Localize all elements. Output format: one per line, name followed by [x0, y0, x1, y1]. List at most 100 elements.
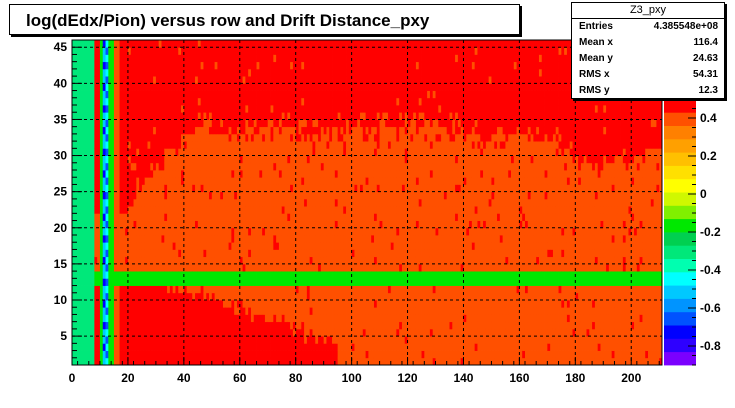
heatmap-cell [155, 328, 160, 337]
heatmap-cell [309, 184, 313, 193]
heatmap-cell [181, 307, 185, 315]
heatmap-cell [290, 271, 294, 279]
heatmap-cell [223, 271, 227, 279]
heatmap-cell [83, 90, 87, 99]
heatmap-cell [329, 336, 333, 344]
heatmap-cell [122, 40, 126, 48]
heatmap-cell [320, 292, 325, 301]
heatmap-cell [250, 162, 255, 171]
heatmap-cell [200, 271, 204, 279]
heatmap-cell [172, 155, 176, 164]
heatmap-cell [343, 191, 347, 200]
heatmap-cell [329, 112, 333, 120]
heatmap-cell [334, 112, 339, 120]
heatmap-cell [77, 119, 81, 128]
heatmap-cell [155, 242, 160, 250]
heatmap-cell [379, 220, 383, 229]
heatmap-cell [119, 328, 123, 337]
heatmap-cell [158, 321, 162, 330]
heatmap-cell [312, 213, 316, 221]
heatmap-cell [250, 328, 255, 337]
heatmap-cell [206, 278, 210, 286]
heatmap-cell [295, 321, 299, 330]
heatmap-cell [292, 61, 297, 70]
heatmap-cell [83, 83, 87, 91]
heatmap-cell [72, 278, 76, 286]
heatmap-cell [242, 249, 246, 258]
heatmap-cell [72, 83, 76, 91]
heatmap-cell [217, 40, 221, 48]
heatmap-cell [111, 40, 115, 48]
heatmap-cell [318, 314, 322, 323]
heatmap-cell [304, 336, 308, 344]
heatmap-cell [209, 162, 213, 171]
heatmap-cell [354, 170, 358, 178]
heatmap-cell [153, 177, 157, 185]
heatmap-cell [284, 343, 288, 351]
heatmap-cell [304, 68, 308, 77]
heatmap-cell [158, 133, 162, 142]
heatmap-cell [379, 285, 383, 294]
heatmap-cell [186, 97, 190, 106]
heatmap-cell [144, 155, 148, 164]
heatmap-cell [295, 97, 299, 106]
heatmap-cell [239, 300, 243, 308]
heatmap-cell [371, 76, 375, 84]
heatmap-cell [315, 242, 319, 250]
heatmap-cell [337, 148, 341, 156]
heatmap-cell [225, 54, 229, 63]
heatmap-cell [130, 307, 134, 315]
heatmap-cell [88, 83, 92, 91]
heatmap-cell [195, 198, 199, 207]
heatmap-cell [141, 328, 146, 337]
heatmap-cell [242, 198, 246, 207]
heatmap-cell [239, 54, 243, 63]
heatmap-cell [209, 68, 213, 77]
heatmap-cell [153, 314, 157, 323]
heatmap-cell [175, 119, 179, 128]
heatmap-cell [175, 162, 179, 171]
heatmap-cell [116, 249, 120, 258]
heatmap-cell [102, 220, 106, 229]
heatmap-cell [158, 105, 162, 113]
heatmap-cell [192, 328, 196, 337]
heatmap-cell [248, 227, 252, 236]
heatmap-cell [74, 184, 78, 193]
heatmap-cell [357, 307, 361, 315]
heatmap-cell [298, 148, 302, 156]
heatmap-cell [267, 97, 271, 106]
heatmap-cell [83, 141, 87, 149]
heatmap-cell [376, 256, 380, 265]
heatmap-cell [183, 213, 188, 221]
heatmap-cell [362, 249, 367, 258]
heatmap-cell [85, 292, 90, 301]
heatmap-cell [315, 314, 319, 323]
heatmap-cell [223, 97, 227, 106]
heatmap-cell [306, 105, 311, 113]
heatmap-cell [256, 249, 260, 258]
heatmap-cell [175, 350, 179, 359]
heatmap-cell [368, 235, 372, 243]
heatmap-cell [340, 206, 344, 214]
heatmap-cell [365, 249, 369, 258]
heatmap-cell [192, 76, 196, 84]
heatmap-cell [326, 263, 330, 272]
heatmap-cell [368, 97, 372, 106]
heatmap-cell [197, 343, 202, 351]
heatmap-cell [72, 314, 76, 323]
heatmap-cell [256, 220, 260, 229]
heatmap-cell [253, 256, 257, 265]
heatmap-cell [256, 148, 260, 156]
heatmap-cell [220, 321, 224, 330]
heatmap-cell [360, 105, 364, 113]
heatmap-cell [267, 119, 271, 128]
heatmap-cell [119, 83, 123, 91]
heatmap-cell [122, 184, 126, 193]
heatmap-cell [270, 40, 274, 48]
heatmap-cell [270, 292, 274, 301]
heatmap-cell [323, 155, 327, 164]
heatmap-cell [315, 300, 319, 308]
heatmap-cell [256, 155, 260, 164]
heatmap-cell [209, 249, 213, 258]
heatmap-cell [223, 141, 227, 149]
